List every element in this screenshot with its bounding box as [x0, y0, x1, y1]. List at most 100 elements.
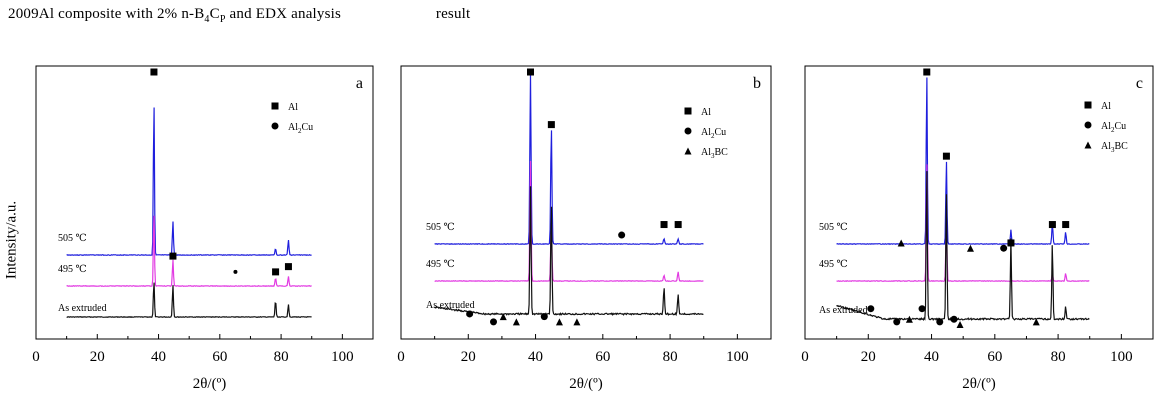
caption-prefix: 2009Al composite with 2% n-B — [8, 6, 205, 22]
phase-marker-triangle — [555, 318, 563, 326]
phase-marker-circle — [918, 305, 926, 313]
phase-marker-dot — [233, 269, 238, 274]
x-tick-label: 100 — [726, 349, 749, 365]
x-tick-label: 40 — [528, 349, 543, 365]
phase-marker-circle — [950, 315, 958, 323]
legend-label-sub: 3 — [1111, 146, 1115, 154]
phase-marker-square — [923, 68, 931, 76]
trace-label: 505 ℃ — [426, 222, 455, 233]
legend-symbol-circle — [684, 127, 692, 135]
phase-marker-square — [1048, 221, 1056, 229]
legend-label: Al — [1101, 101, 1111, 112]
plot-frame — [804, 65, 1154, 340]
phase-marker-triangle — [966, 244, 974, 252]
phase-marker-triangle — [512, 318, 520, 326]
legend-label-sub: 2 — [298, 127, 302, 135]
plot-frame — [400, 65, 772, 340]
trace-as-extruded — [836, 171, 1090, 321]
legend-symbol-circle — [1084, 121, 1092, 129]
trace-as-extruded — [434, 186, 704, 317]
x-axis-title: 2θ/(º) — [193, 376, 227, 392]
legend-label-sub: 2 — [711, 132, 715, 140]
x-axis-title: 2θ/(º) — [569, 376, 603, 392]
legend-symbol-triangle — [684, 147, 692, 155]
figure-caption: 2009Al composite with 2% n-B4CP and EDX … — [8, 6, 470, 25]
legend-label: Al3BC — [701, 147, 728, 160]
phase-marker-triangle — [905, 315, 913, 323]
trace-label: 505 ℃ — [819, 222, 848, 233]
trace-label: 495 ℃ — [58, 264, 87, 275]
phase-marker-square — [284, 263, 292, 271]
phase-marker-triangle — [956, 320, 964, 328]
x-tick-label: 20 — [90, 349, 105, 365]
phase-marker-circle — [893, 318, 901, 326]
legend-label-part: Cu — [715, 127, 727, 138]
chart-panel-b: 0 20 40 60 80 100 2θ/(º) b 505 ℃ 495 ℃ As extruded… — [397, 65, 772, 392]
chart-panel-a: 0 20 40 60 80 100 2θ/(º) a 505 ℃ 495 ℃ As extruded… — [32, 65, 374, 392]
legend-label: Al — [288, 102, 298, 113]
chart-panel-c: 0 20 40 60 80 100 2θ/(º) c 505 ℃ 495 ℃ As extruded… — [801, 65, 1154, 392]
phase-marker-square — [1007, 239, 1015, 247]
x-tick-label: 0 — [32, 349, 40, 365]
x-tick-label: 80 — [274, 349, 289, 365]
panel-letter: c — [1136, 75, 1143, 92]
x-tick-label: 60 — [987, 349, 1002, 365]
x-tick-label: 0 — [397, 349, 405, 365]
legend-label-part: Al — [701, 147, 711, 158]
caption-sub2: P — [219, 14, 226, 25]
legend-label-part: Al — [288, 122, 298, 133]
legend-label: Al — [701, 107, 711, 118]
legend-label-part: Cu — [302, 122, 314, 133]
trace-495 — [66, 215, 312, 288]
legend-label-sub: 2 — [1111, 126, 1115, 134]
phase-marker-square — [547, 121, 555, 129]
legend-label-sub: 3 — [711, 152, 715, 160]
x-tick-label: 80 — [1051, 349, 1066, 365]
x-tick-label: 20 — [861, 349, 876, 365]
x-tick-label: 20 — [461, 349, 476, 365]
phase-marker-square — [674, 221, 682, 229]
trace-as-extruded — [66, 282, 312, 319]
trace-label: As extruded — [58, 303, 107, 314]
x-tick-label: 100 — [331, 349, 354, 365]
legend-label-part: BC — [1115, 141, 1129, 152]
phase-marker-triangle — [897, 239, 905, 247]
phase-marker-triangle — [573, 318, 581, 326]
phase-marker-square — [942, 152, 950, 160]
phase-marker-circle — [466, 310, 474, 318]
phase-marker-square — [1062, 221, 1070, 229]
legend-label-part: Al — [701, 127, 711, 138]
legend-symbol-triangle — [1084, 141, 1092, 149]
panel-letter: a — [356, 75, 363, 92]
x-tick-label: 40 — [151, 349, 166, 365]
x-tick-label: 40 — [924, 349, 939, 365]
legend-label: Al2Cu — [701, 127, 726, 140]
legend-label: Al2Cu — [1101, 121, 1126, 134]
trace-495 — [836, 164, 1090, 283]
legend-symbol-square — [684, 107, 692, 115]
x-tick-label: 60 — [595, 349, 610, 365]
phase-marker-triangle — [499, 313, 507, 321]
caption-sub1: 4 — [204, 14, 210, 25]
panel-letter: b — [753, 75, 761, 92]
phase-marker-circle — [540, 313, 548, 321]
legend-label: Al3BC — [1101, 141, 1128, 154]
phase-marker-circle — [936, 318, 944, 326]
caption-suffix: and EDX analysis result — [225, 6, 471, 22]
legend-label-part: Cu — [1115, 121, 1127, 132]
trace-label: 495 ℃ — [819, 259, 848, 270]
trace-505 — [66, 107, 312, 257]
legend-label-part: BC — [715, 147, 729, 158]
x-axis-title: 2θ/(º) — [962, 376, 996, 392]
trace-505 — [836, 77, 1090, 246]
legend-label-part: Al — [1101, 121, 1111, 132]
plot-frame — [35, 65, 374, 340]
phase-marker-circle — [1000, 244, 1008, 252]
phase-marker-square — [150, 68, 158, 76]
phase-marker-circle — [490, 318, 497, 326]
x-tick-label: 100 — [1110, 349, 1133, 365]
x-tick-label: 0 — [801, 349, 809, 365]
x-tick-label: 80 — [663, 349, 678, 365]
trace-label: As extruded — [819, 305, 868, 316]
